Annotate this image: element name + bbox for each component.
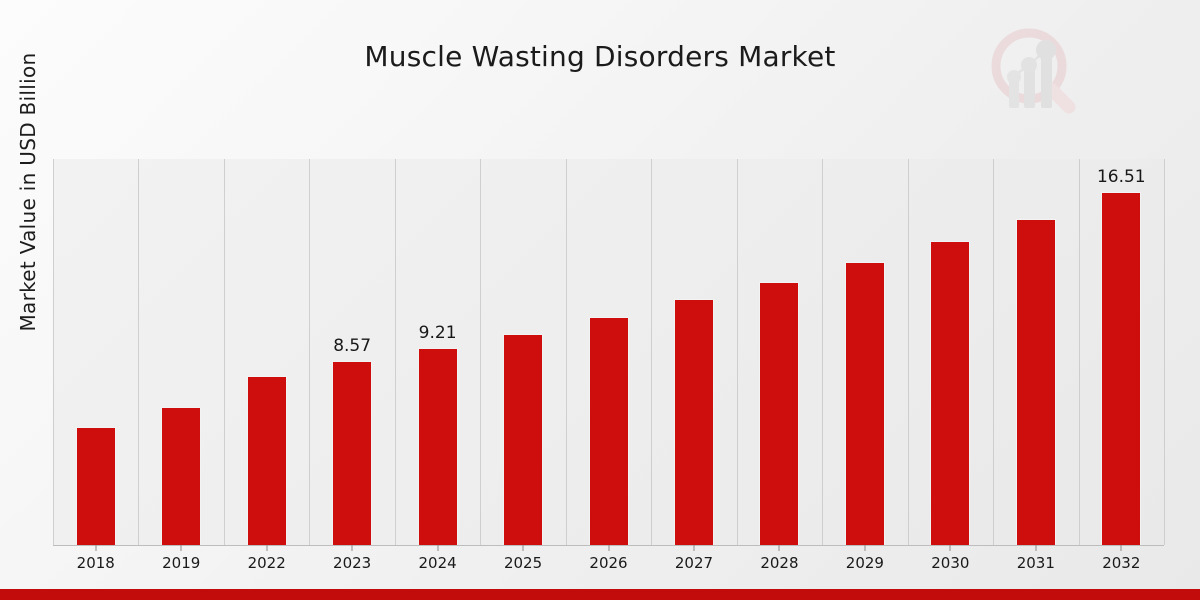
x-tick-label: 2023 — [333, 554, 372, 572]
gridline — [138, 159, 140, 545]
x-tick-label: 2026 — [589, 554, 628, 572]
bar-2024[interactable] — [417, 347, 458, 545]
bar-slot: 16.51 — [1079, 159, 1165, 545]
gridline — [309, 159, 311, 545]
bar-slot — [566, 159, 652, 545]
tick-mark — [437, 545, 439, 551]
page-title: Muscle Wasting Disorders Market — [364, 40, 836, 73]
bar-slot — [737, 159, 823, 545]
x-tick-label: 2018 — [76, 554, 115, 572]
x-tick-label: 2030 — [931, 554, 970, 572]
bar-2027[interactable] — [673, 299, 714, 545]
bar-slot — [908, 159, 994, 545]
bar-value-label-2024: 9.21 — [418, 322, 457, 343]
x-tick-2024: 2024 — [395, 545, 481, 589]
x-tick-label: 2032 — [1102, 554, 1141, 572]
tick-mark — [522, 545, 524, 551]
bar-slot — [480, 159, 566, 545]
tick-mark — [778, 545, 780, 551]
bar-2031[interactable] — [1015, 219, 1056, 545]
tick-mark — [95, 545, 97, 551]
bar-2028[interactable] — [759, 282, 800, 545]
bar-slot — [651, 159, 737, 545]
x-tick-2026: 2026 — [566, 545, 652, 589]
x-tick-label: 2022 — [247, 554, 286, 572]
x-tick-2032: 2032 — [1079, 545, 1165, 589]
x-tick-2025: 2025 — [480, 545, 566, 589]
x-tick-label: 2029 — [845, 554, 884, 572]
x-tick-2028: 2028 — [737, 545, 823, 589]
gridline — [1078, 159, 1080, 545]
gridline — [394, 159, 396, 545]
bar-2022[interactable] — [246, 376, 287, 545]
bar-slot — [993, 159, 1079, 545]
tick-mark — [1120, 545, 1122, 551]
gridline — [651, 159, 653, 545]
x-axis: 2018 2019 2022 2023 2024 2025 2026 2027 2028 2029… — [53, 545, 1164, 589]
bars-layer: 8.57 9.21 16.51 — [53, 159, 1164, 545]
x-tick-2027: 2027 — [651, 545, 737, 589]
gridline — [223, 159, 225, 545]
x-tick-2022: 2022 — [224, 545, 310, 589]
x-tick-label: 2027 — [674, 554, 714, 572]
bar-slot — [53, 159, 139, 545]
tick-mark — [949, 545, 951, 551]
tick-mark — [864, 545, 866, 551]
bar-2023[interactable] — [332, 361, 373, 545]
bar-2018[interactable] — [75, 427, 116, 545]
x-tick-2031: 2031 — [993, 545, 1079, 589]
tick-mark — [266, 545, 268, 551]
gridline — [822, 159, 824, 545]
gridline — [565, 159, 567, 545]
x-tick-2030: 2030 — [908, 545, 994, 589]
bar-2029[interactable] — [844, 262, 885, 545]
x-tick-2029: 2029 — [822, 545, 908, 589]
tick-mark — [180, 545, 182, 551]
gridline — [736, 159, 738, 545]
tick-mark — [1035, 545, 1037, 551]
x-tick-label: 2019 — [162, 554, 201, 572]
bar-2026[interactable] — [588, 317, 629, 545]
bar-value-label-2023: 8.57 — [333, 336, 372, 357]
tick-mark — [351, 545, 353, 551]
x-tick-2023: 2023 — [309, 545, 395, 589]
x-tick-label: 2028 — [760, 554, 799, 572]
gridline — [993, 159, 995, 545]
bar-value-label-2032: 16.51 — [1096, 166, 1146, 187]
bar-slot: 8.57 — [309, 159, 395, 545]
y-axis-title: Market Value in USD Billion — [16, 52, 40, 332]
gridline — [53, 159, 54, 545]
tick-mark — [608, 545, 610, 551]
bar-2030[interactable] — [930, 241, 971, 545]
gridline — [1164, 159, 1165, 545]
bar-slot — [224, 159, 310, 545]
bar-2025[interactable] — [503, 334, 544, 545]
x-tick-label: 2024 — [418, 554, 457, 572]
bar-slot: 9.21 — [395, 159, 481, 545]
bar-2032[interactable] — [1101, 191, 1142, 545]
bar-slot — [822, 159, 908, 545]
bar-2019[interactable] — [161, 407, 202, 545]
x-tick-label: 2025 — [503, 554, 543, 572]
tick-mark — [693, 545, 695, 551]
bar-slot — [138, 159, 224, 545]
x-tick-2018: 2018 — [53, 545, 139, 589]
gridline — [907, 159, 909, 545]
x-tick-label: 2031 — [1016, 554, 1055, 572]
gridline — [480, 159, 482, 545]
footer-accent-strip — [0, 589, 1200, 600]
x-tick-2019: 2019 — [138, 545, 224, 589]
